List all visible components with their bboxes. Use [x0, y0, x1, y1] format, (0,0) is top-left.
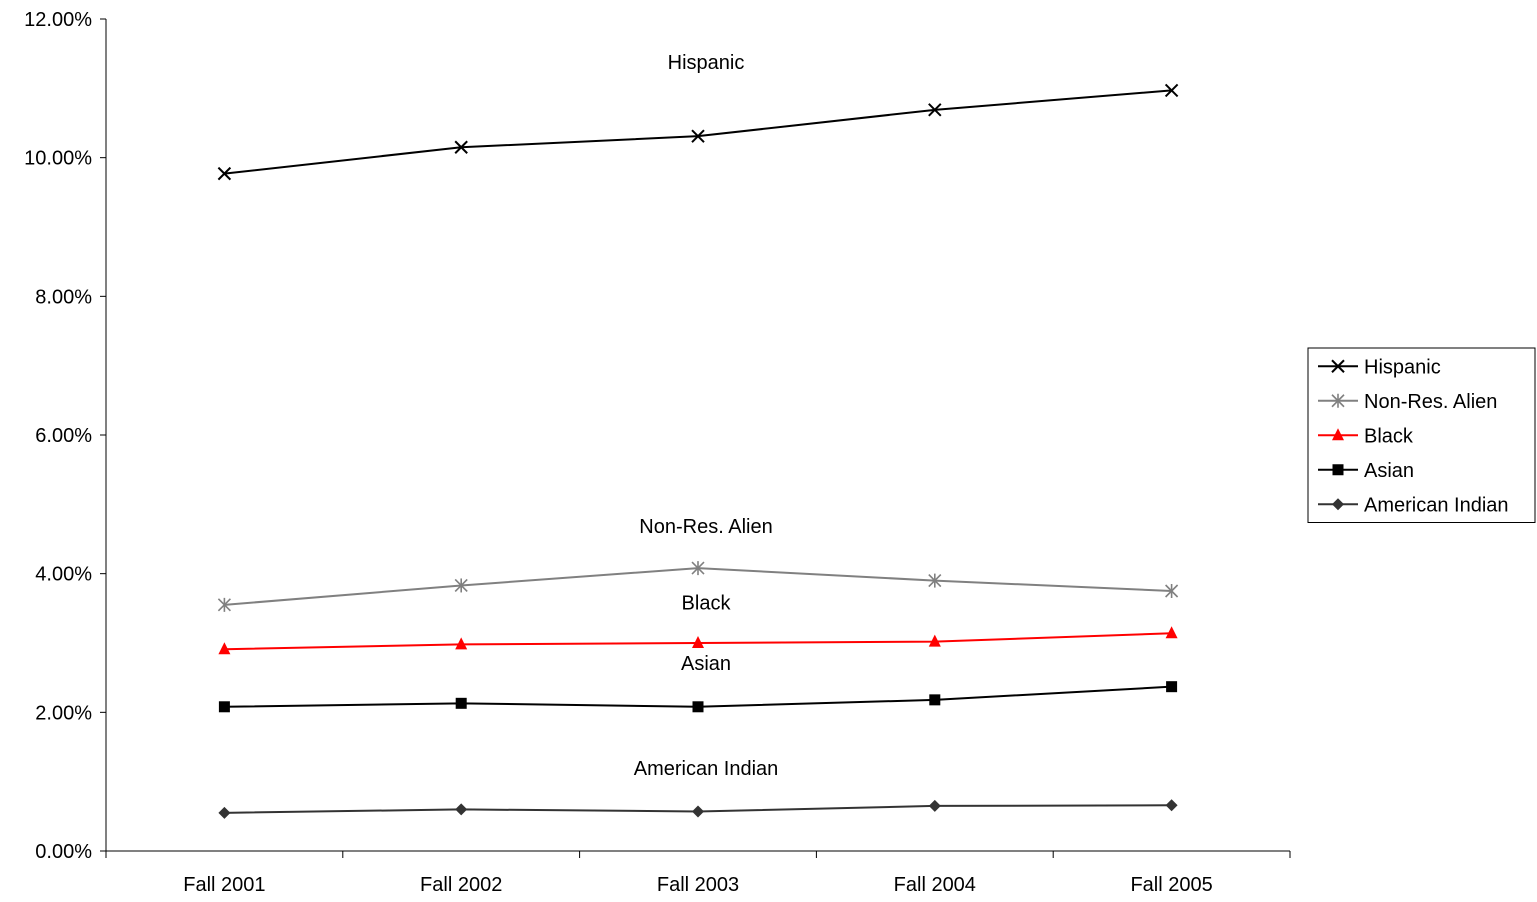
x-tick-label: Fall 2005 — [1130, 874, 1212, 896]
series-markers — [218, 84, 1177, 818]
y-tick-label: 8.00% — [35, 286, 92, 308]
legend-marker — [1333, 464, 1344, 475]
data-point-asian — [456, 698, 467, 709]
x-tick-label: Fall 2003 — [657, 874, 739, 896]
data-point-american-indian — [455, 803, 467, 815]
data-point-american-indian — [218, 807, 230, 819]
y-tick-label: 10.00% — [24, 148, 92, 170]
chart-axes — [106, 19, 1290, 851]
y-tick-label: 6.00% — [35, 425, 92, 447]
legend-label: Asian — [1364, 460, 1414, 482]
annotation-non-res-alien: Non-Res. Alien — [639, 516, 772, 538]
y-tick-label: 4.00% — [35, 564, 92, 586]
data-point-black — [1166, 626, 1178, 638]
annotation-black: Black — [682, 593, 732, 615]
y-tick-label: 12.00% — [24, 9, 92, 31]
x-tick-label: Fall 2002 — [420, 874, 502, 896]
data-point-american-indian — [1166, 799, 1178, 811]
annotation-hispanic: Hispanic — [668, 52, 745, 74]
x-tick-label: Fall 2004 — [894, 874, 976, 896]
y-tick-label: 0.00% — [35, 841, 92, 863]
legend-label: Black — [1364, 425, 1414, 447]
annotation-american-indian: American Indian — [634, 758, 779, 780]
y-tick-label: 2.00% — [35, 702, 92, 724]
data-point-asian — [929, 694, 940, 705]
series-annotations: Hispanic Non-Res. Alien Black Asian American… — [634, 52, 779, 780]
series-line-hispanic — [224, 90, 1171, 173]
y-axis-ticks: 0.00% 2.00% 4.00% 6.00% 8.00% 10.00% 12.00% — [24, 9, 106, 863]
legend-label: Hispanic — [1364, 356, 1441, 378]
x-tick-label: Fall 2001 — [183, 874, 265, 896]
x-axis-ticks: Fall 2001 Fall 2002 Fall 2003 Fall 2004 Fall… — [106, 851, 1290, 896]
data-point-asian — [219, 701, 230, 712]
legend-label: American Indian — [1364, 494, 1509, 516]
data-point-asian — [693, 701, 704, 712]
data-point-american-indian — [692, 805, 704, 817]
annotation-asian: Asian — [681, 653, 731, 675]
legend: Hispanic Non-Res. Alien Black Asian American… — [1308, 348, 1535, 523]
data-point-asian — [1166, 681, 1177, 692]
legend-label: Non-Res. Alien — [1364, 391, 1497, 413]
data-point-american-indian — [929, 800, 941, 812]
